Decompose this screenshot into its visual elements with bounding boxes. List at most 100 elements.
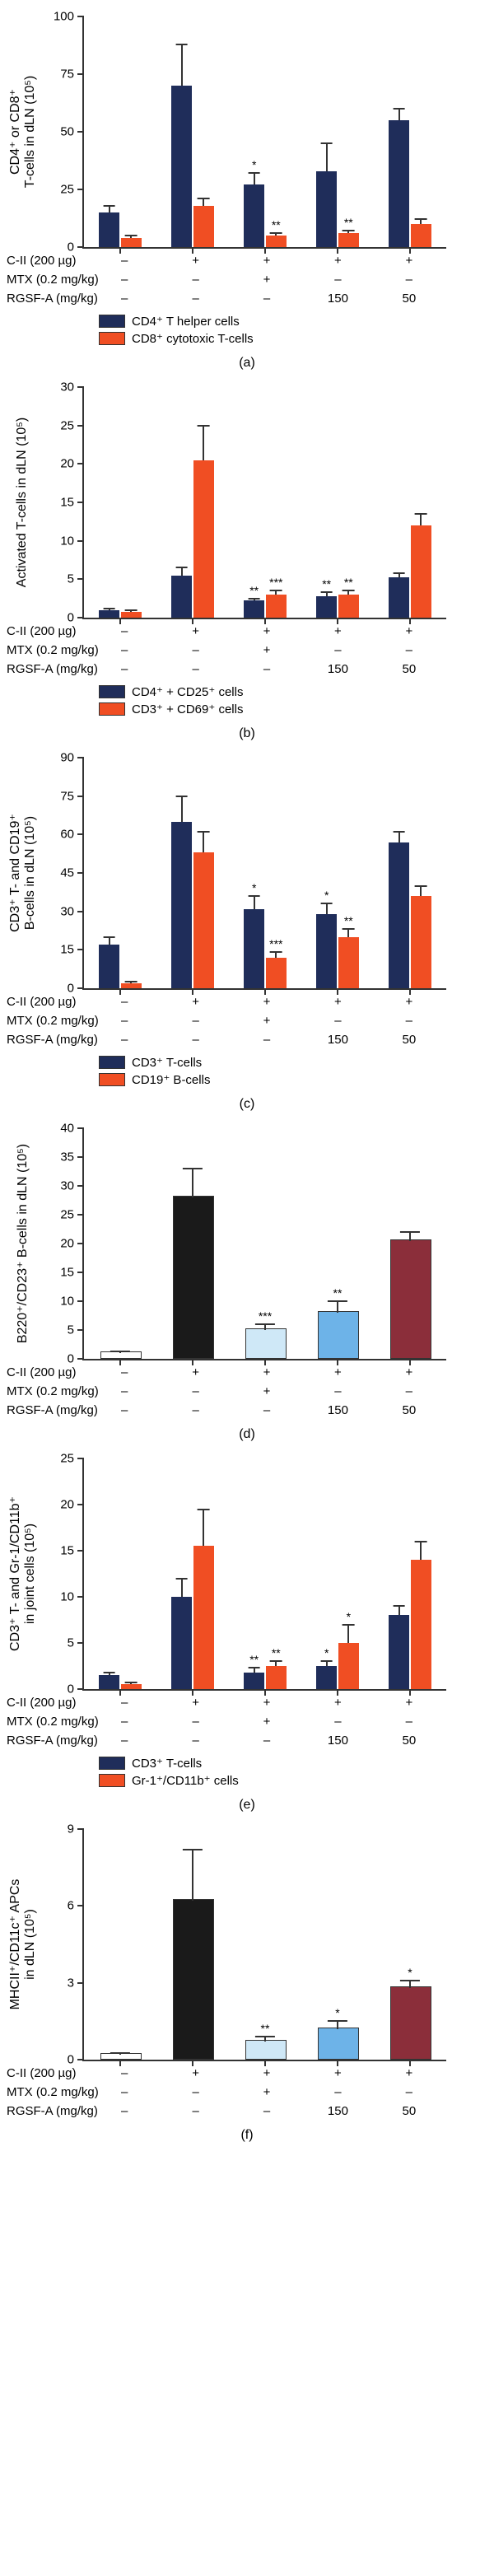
x-tick [119, 618, 121, 624]
treatment-value: 150 [302, 1403, 373, 1417]
treatment-value: + [231, 254, 302, 268]
treatment-value: – [89, 292, 160, 306]
error-bar [398, 109, 400, 120]
panel-caption: (a) [0, 356, 494, 371]
y-tick-label: 75 [60, 68, 84, 82]
bar [193, 1546, 214, 1689]
treatment-value: – [89, 273, 160, 287]
bar [193, 460, 214, 618]
error-cap [320, 591, 333, 593]
bar [411, 224, 431, 247]
legend-item: CD3⁺ + CD69⁺ cells [99, 702, 494, 716]
treatment-value: – [89, 2066, 160, 2080]
legend-item: CD3⁺ T-cells [99, 1756, 494, 1771]
treatment-value: – [89, 1384, 160, 1398]
treatment-value: – [160, 643, 231, 657]
bar [99, 1675, 119, 1689]
bar [318, 1311, 359, 1359]
error-cap [415, 218, 427, 220]
treatment-value: – [231, 2104, 302, 2118]
x-tick [119, 1689, 121, 1696]
error-cap [328, 1300, 347, 1302]
significance-marker: ** [344, 216, 353, 229]
significance-marker: ** [272, 1646, 281, 1659]
treatment-value: + [231, 624, 302, 638]
treatment-value: + [231, 273, 302, 287]
treatment-value: – [302, 1384, 373, 1398]
error-cap [393, 572, 405, 574]
error-cap [320, 142, 333, 144]
bar [266, 236, 287, 247]
error-bar [181, 44, 183, 86]
bar [411, 896, 431, 988]
legend-swatch [99, 315, 125, 328]
error-cap [125, 609, 137, 611]
y-tick-label: 0 [68, 611, 84, 625]
error-bar [326, 903, 328, 913]
bar [121, 238, 142, 247]
treatment-value: + [231, 1014, 302, 1028]
treatment-row: MTX (0.2 mg/kg)––+–– [0, 1014, 445, 1028]
treatment-value: – [231, 292, 302, 306]
treatment-value: + [374, 1365, 445, 1379]
treatment-row: C-II (200 µg)–++++ [0, 995, 445, 1009]
x-tick [409, 988, 411, 995]
treatment-value: – [160, 1384, 231, 1398]
panel-caption: (b) [0, 726, 494, 741]
error-bar [254, 173, 255, 184]
y-tick-label: 0 [68, 1352, 84, 1366]
significance-marker: * [324, 889, 329, 902]
treatment-value: – [231, 662, 302, 676]
treatment-value: – [89, 662, 160, 676]
bar [193, 206, 214, 247]
treatment-row: C-II (200 µg)–++++ [0, 254, 445, 268]
error-cap [343, 928, 355, 930]
x-tick [409, 247, 411, 254]
error-cap [270, 951, 282, 953]
bar [390, 1239, 431, 1360]
treatment-value: – [89, 1403, 160, 1417]
error-cap [343, 590, 355, 591]
bar [266, 1666, 287, 1689]
error-cap [103, 936, 115, 938]
error-cap [110, 2052, 130, 2054]
treatment-value: – [160, 1734, 231, 1748]
treatment-value: – [302, 643, 373, 657]
treatment-row: RGSF-A (mg/kg)–––15050 [0, 662, 445, 676]
treatment-value: – [374, 273, 445, 287]
treatment-value: + [302, 624, 373, 638]
treatment-value: 50 [374, 1734, 445, 1748]
y-tick-label: 20 [60, 457, 84, 471]
y-tick-label: 20 [60, 1237, 84, 1251]
treatment-value: + [374, 2066, 445, 2080]
significance-marker: ** [344, 576, 353, 589]
bar [99, 945, 119, 988]
treatment-value: + [231, 2085, 302, 2099]
treatment-value: – [302, 1715, 373, 1729]
bar [121, 983, 142, 988]
panel-d: B220⁺/CD23⁺ B-cells in dLN (10⁵)05101520… [0, 1128, 494, 1442]
error-bar [337, 1301, 338, 1313]
treatment-value: + [374, 995, 445, 1009]
significance-marker: *** [259, 1309, 272, 1323]
bar [338, 233, 359, 247]
treatment-value: + [374, 1696, 445, 1710]
treatment-row: C-II (200 µg)–++++ [0, 624, 445, 638]
error-cap [248, 895, 260, 897]
error-bar [398, 832, 400, 842]
error-cap [175, 796, 188, 797]
x-tick [192, 1689, 193, 1696]
error-bar [337, 2021, 338, 2028]
significance-marker: *** [269, 937, 282, 950]
y-tick-label: 75 [60, 789, 84, 803]
significance-marker: * [252, 881, 256, 894]
treatment-value: – [231, 1734, 302, 1748]
x-tick [264, 618, 266, 624]
y-tick-label: 25 [60, 183, 84, 197]
treatment-value: + [302, 995, 373, 1009]
y-axis-label: MHCII⁺/CD11c⁺ APCsin dLN (10⁵) [7, 1829, 38, 2060]
error-cap [320, 903, 333, 904]
treatment-value: 150 [302, 292, 373, 306]
treatment-value: – [374, 1014, 445, 1028]
y-tick-label: 60 [60, 828, 84, 842]
